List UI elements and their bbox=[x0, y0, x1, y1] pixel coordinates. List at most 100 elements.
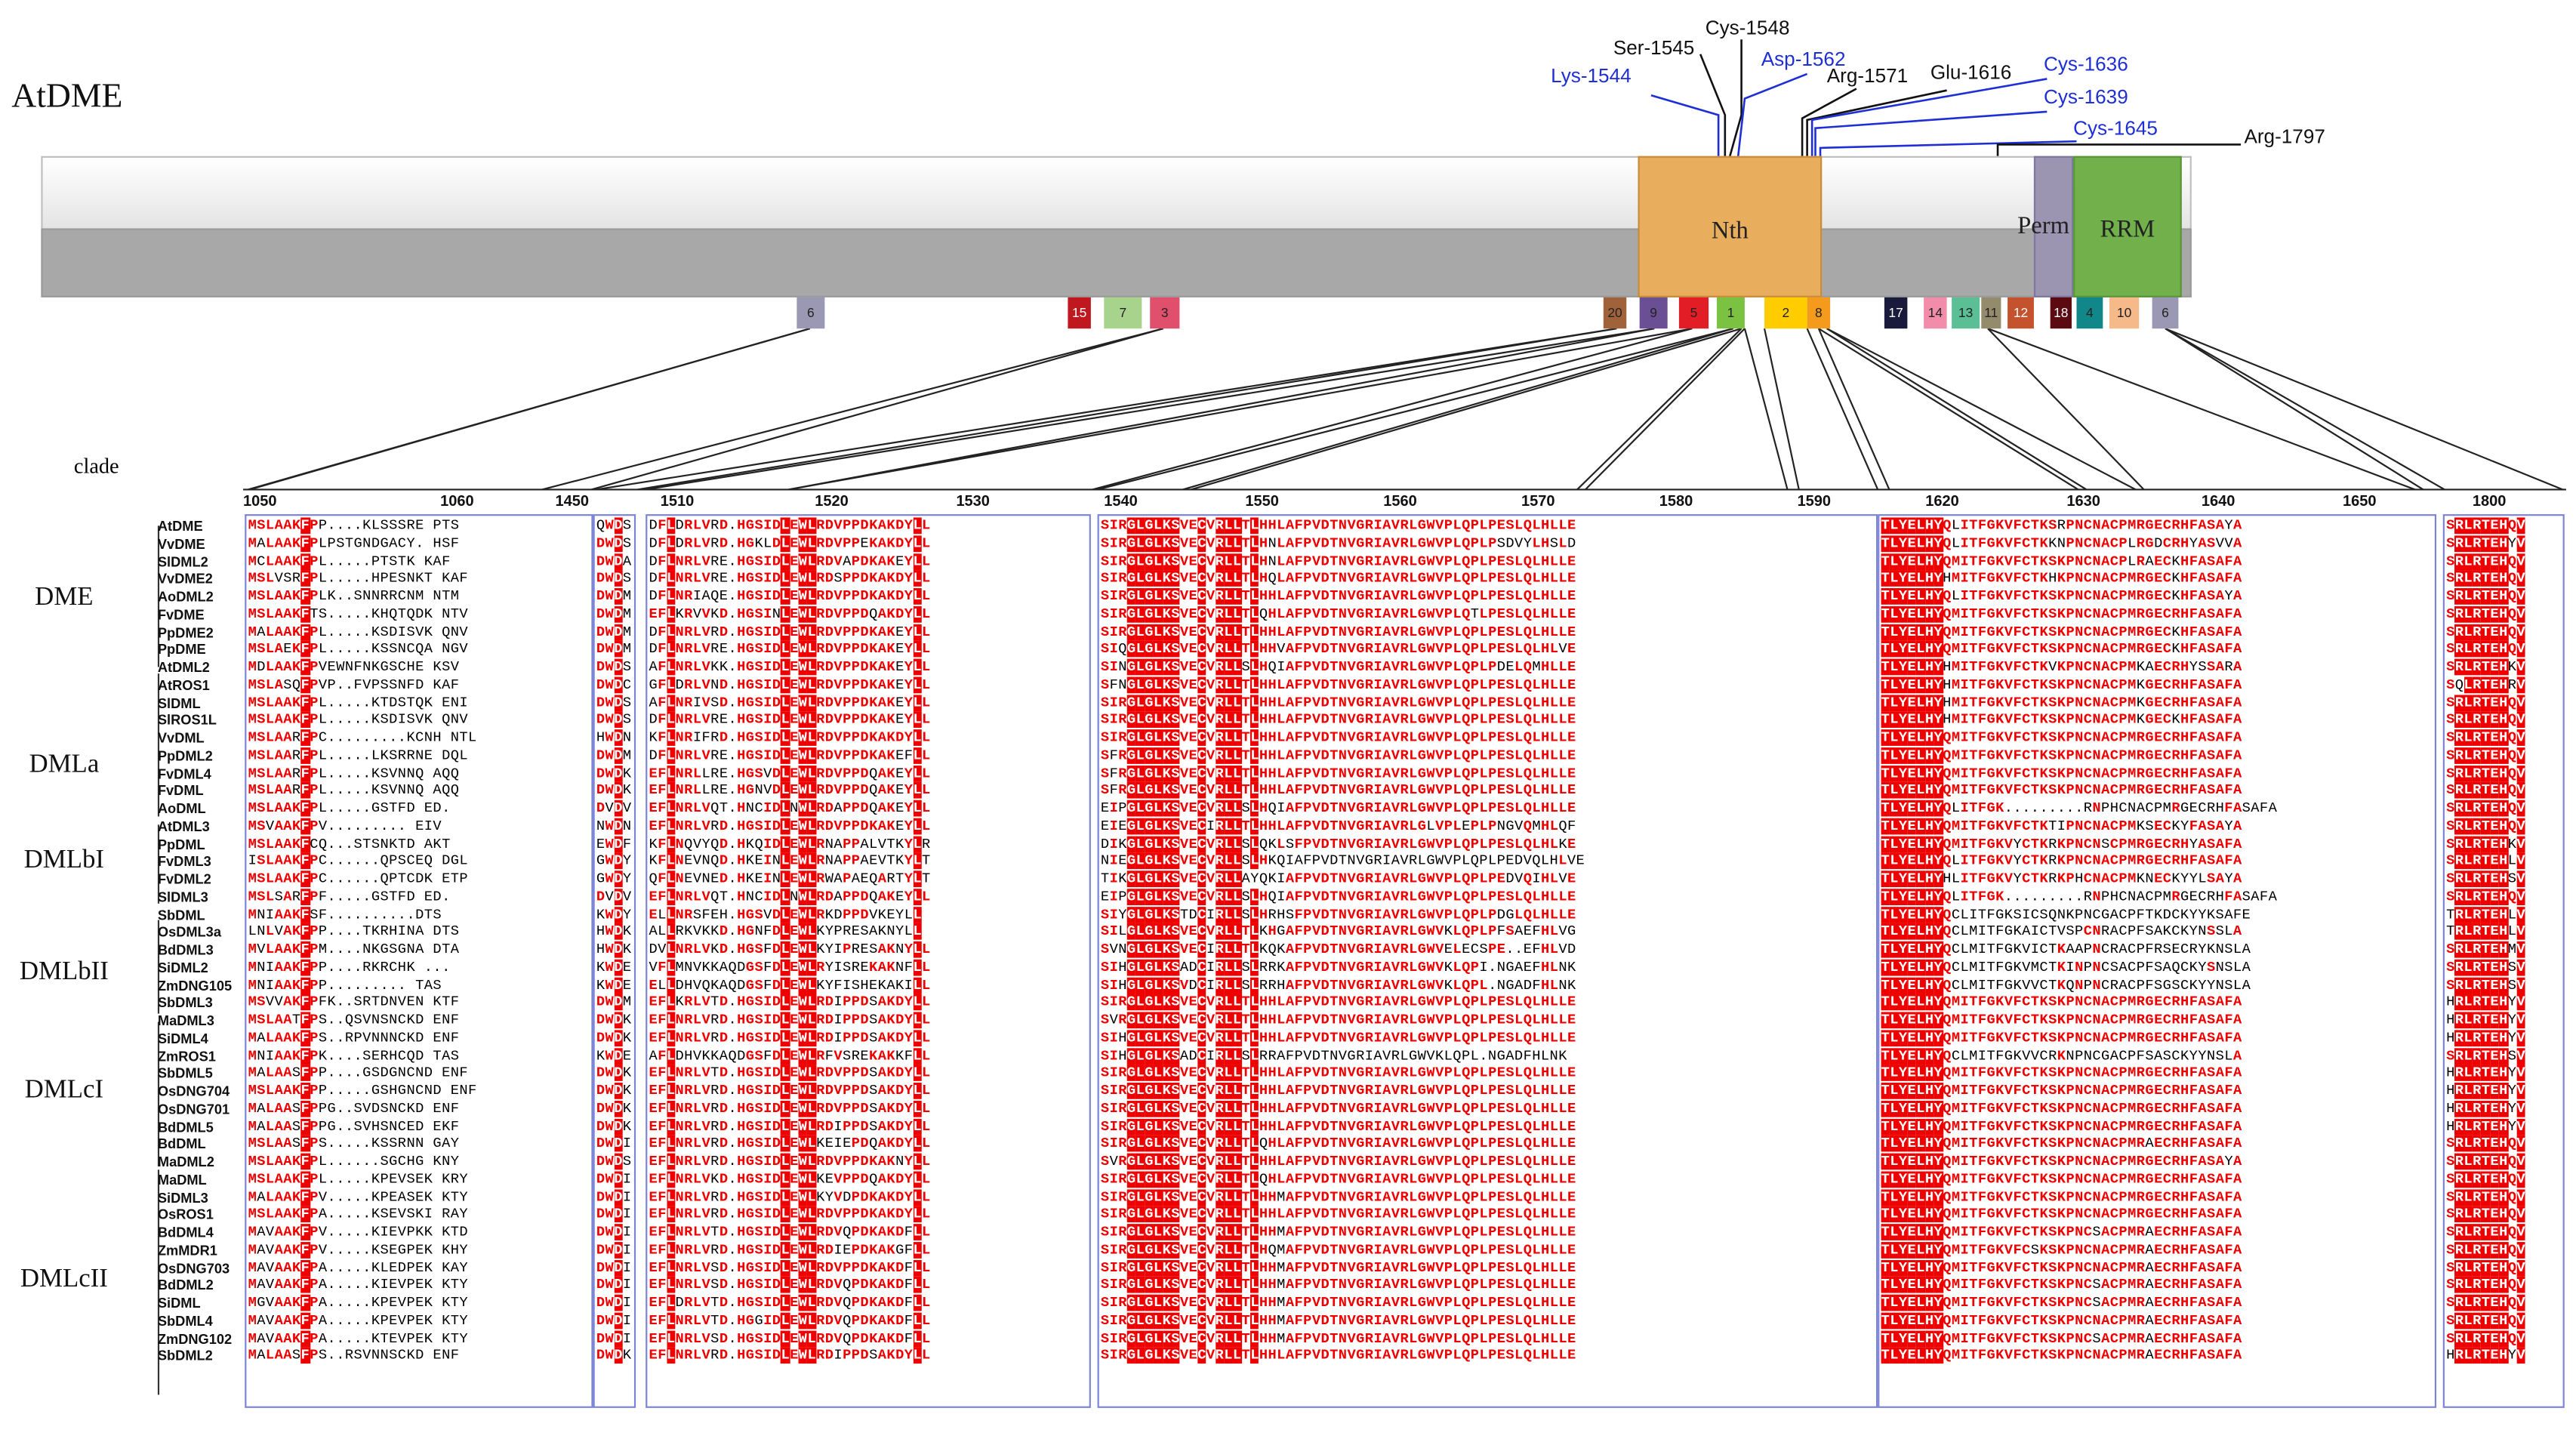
alignment-row: MSLAAKFPP.....GSHGNCND ENF bbox=[248, 1082, 477, 1099]
motif-box: 20 bbox=[1603, 297, 1627, 329]
alignment-row: SFNGLGLKSVECVRLLTLHHLAFPVDTNVGRIAVRLGWVP… bbox=[1100, 676, 1576, 693]
alignment-row: SIRGLGLKSVECVRLLTLHHMAFPVDTNVGRIAVRLGWVP… bbox=[1100, 1188, 1576, 1206]
motif-box: 9 bbox=[1639, 297, 1668, 329]
sequence-name: PpDME bbox=[157, 641, 206, 658]
sequence-name: MaDML bbox=[157, 1170, 207, 1188]
alignment-row: EFLNRLVQT.HNCIDLNWLRDAPPDQAKEYLL bbox=[649, 800, 931, 817]
alignment-row: EFLNRLVTD.HGSIDLEWLRDVQPDKAKDFLL bbox=[649, 1224, 931, 1240]
perm-label: Perm bbox=[2017, 213, 2070, 240]
alignment-row: EFLNRLVRD.HGSIDLEWLRDVPPDSAKDYLL bbox=[649, 1100, 931, 1117]
alignment-row: QFLNEVNED.HKEINLEWLRWAPAEQARTYLT bbox=[649, 870, 931, 888]
alignment-row: MSLAAKFPL......SGCHG KNY bbox=[248, 1153, 460, 1170]
alignment-row: TLYELHYQMITFGKVFCTKSKPNCNACPMRGECRHFASAF… bbox=[1881, 1117, 2242, 1135]
sequence-name: FvDML4 bbox=[157, 764, 211, 781]
sequence-name: PpDML bbox=[157, 835, 205, 852]
alignment-row: EWDF bbox=[596, 835, 632, 852]
alignment-row: SIRGLGLKSVECVRLLTLHHLAFPVDTNVGRIAVRLGWVP… bbox=[1100, 711, 1576, 729]
alignment-row: DFLDRLVRD.HGKLDLEWLRDVPPEKAKDYLL bbox=[649, 535, 931, 552]
alignment-row: TLYELHYQMITFGKVFCTKSKPNCNACPMRGECRHFASAY… bbox=[1881, 1153, 2242, 1170]
alignment-block-6 bbox=[2442, 514, 2565, 1408]
alignment-row: TLYELHYQMITFGKVFCTKSKPNCNACPMRAECRHFASAF… bbox=[1881, 1259, 2242, 1276]
motif-box: 6 bbox=[2152, 297, 2179, 329]
alignment-row: SIRGLGLKSVECVRLLTLHHMAFPVDTNVGRIAVRLGWVP… bbox=[1100, 1294, 1576, 1311]
annotation-line bbox=[1806, 89, 1947, 156]
alignment-row: SVNGLGLKSVECIRLLTLKQKAFPVDTNVGRIAVRLGWVE… bbox=[1100, 941, 1576, 958]
alignment-row: SRLRTEHQV bbox=[2446, 1312, 2526, 1329]
alignment-row: SRLRTEHSV bbox=[2446, 976, 2526, 994]
alignment-row: DVDV bbox=[596, 800, 632, 817]
alignment-row: TIKGLGLKSVECVRLLAYQKIAFPVDTNVGRIAVRLGWVP… bbox=[1100, 870, 1576, 888]
protein-bar-bottom bbox=[41, 228, 2192, 297]
alignment-row: HRLRTEHYV bbox=[2446, 1347, 2526, 1364]
alignment-row: AFLNRLVKK.HGSIDLEWLRDVPPDKAKEYLL bbox=[649, 658, 931, 676]
alignment-row: SINGLGLKSVECVRLLSLHQIAFPVDTNVGRIAVRLGWVP… bbox=[1100, 658, 1576, 676]
alignment-row: MSLAAKFPL.....KSDISVK QNV bbox=[248, 711, 469, 729]
alignment-row: DWDS bbox=[596, 658, 632, 676]
alignment-row: DWDI bbox=[596, 1224, 632, 1240]
site-label: Glu-1616 bbox=[1930, 60, 2012, 84]
position-number: 1060 bbox=[440, 492, 474, 510]
alignment-row: TLYELHYQLITFGK.........RNPHCNACPMRGECRHF… bbox=[1881, 888, 2278, 905]
alignment-row: SRLRTEHMV bbox=[2446, 941, 2526, 958]
protein-bar-top bbox=[41, 156, 2192, 229]
annotation-line bbox=[1191, 328, 1742, 491]
sequence-name: SbDML bbox=[157, 906, 205, 923]
alignment-row: DWDI bbox=[596, 1277, 632, 1294]
alignment-row: DWDI bbox=[596, 1170, 632, 1188]
alignment-row: SRLRTEHQV bbox=[2446, 1294, 2526, 1311]
alignment-row: SIRGLGLKSVECVRLLTLHHLAFPVDTNVGRIAVRLGWVP… bbox=[1100, 588, 1576, 605]
alignment-row: SRLRTEHQV bbox=[2446, 1206, 2526, 1223]
position-number: 1630 bbox=[2066, 492, 2100, 510]
alignment-block-3 bbox=[646, 514, 1091, 1408]
alignment-row: TLYELHYQMITFGKVFCTKSKPNCNACPLRAECKHFASAF… bbox=[1881, 553, 2242, 569]
sequence-name: BdDML bbox=[157, 1135, 206, 1152]
alignment-row: TLYELHYHMITFGKVFCTKVKPNCNACPMKAECRHYSSAR… bbox=[1881, 658, 2242, 676]
perm-domain bbox=[2033, 156, 2074, 297]
alignment-row: HRLRTEHYV bbox=[2446, 1100, 2526, 1117]
alignment-row: HRLRTEHYV bbox=[2446, 994, 2526, 1011]
alignment-row: DFLNRLVRE.HGSIDLEWLRDVPPDKAKEYLL bbox=[649, 711, 931, 729]
alignment-row: DWDI bbox=[596, 1241, 632, 1259]
clade-header: clade bbox=[73, 453, 119, 479]
annotation-line bbox=[591, 328, 1163, 491]
alignment-row: TLYELHYQCLMITFGKVVCRKNPNCGACPFSASCKYYNSL… bbox=[1881, 1047, 2242, 1064]
alignment-row: MSLAAKFTS.....KHQTQDK NTV bbox=[248, 605, 469, 623]
alignment-row: DWDK bbox=[596, 764, 632, 781]
annotation-line bbox=[249, 328, 811, 491]
alignment-row: EFLNRLVTD.HGGIDLEWLRDVQPDKAKDFLL bbox=[649, 1312, 931, 1329]
sequence-name: SiDML4 bbox=[157, 1029, 208, 1046]
alignment-row: DIKGLGLKSVECVRLLSLQKLSFPVDTNVGRIAVRLGWVP… bbox=[1100, 835, 1576, 852]
motif-box: 17 bbox=[1884, 297, 1908, 329]
alignment-row: DWDM bbox=[596, 588, 632, 605]
alignment-row: SRLRTEHKV bbox=[2446, 658, 2526, 676]
position-number: 1590 bbox=[1797, 492, 1832, 510]
alignment-row: TLYELHYQCLMITFGKVVCTKQNPNCRACPFSGSCKYYNS… bbox=[1881, 976, 2251, 994]
alignment-row: KFLNRIFRD.HGSIDLEWLRDVPPDKAKDYLL bbox=[649, 729, 931, 746]
alignment-row: TLYELHYQMITFGKVFCTKSKPNCNACPMRGECRHFASAF… bbox=[1881, 1206, 2242, 1223]
annotation-line bbox=[1729, 39, 1742, 157]
alignment-row: TLYELHYQMITFGKVFCTKSKPNCNACPMRGECRHFASAF… bbox=[1881, 1170, 2242, 1188]
sequence-name: SbDML2 bbox=[157, 1347, 213, 1364]
alignment-row: DWDK bbox=[596, 1012, 632, 1029]
annotation-line bbox=[1650, 94, 1720, 156]
alignment-block-5 bbox=[1878, 514, 2437, 1408]
annotation-line bbox=[1736, 72, 1808, 156]
alignment-row: HRLRTEHYV bbox=[2446, 1117, 2526, 1135]
sequence-name: AtROS1 bbox=[157, 676, 210, 693]
alignment-row: TLYELHYQMITFGKVFCTKSKPNCSACPMRAECRHFASAF… bbox=[1881, 1294, 2242, 1311]
annotation-line bbox=[646, 328, 1655, 491]
annotation-line bbox=[1743, 328, 1789, 490]
sequence-name: VvDME bbox=[157, 535, 205, 552]
annotation-line bbox=[1826, 328, 2137, 491]
motif-box: 8 bbox=[1807, 297, 1831, 329]
alignment-row: MNIAAKFSF..........DTS bbox=[248, 906, 442, 923]
motif-box: 11 bbox=[1981, 297, 2001, 329]
alignment-row: HRLRTEHYV bbox=[2446, 1065, 2526, 1082]
alignment-row: ELLNRSFEH.HGSVDLEWLRKDPPDVKEYLL bbox=[649, 906, 923, 923]
alignment-row: SIRGLGLKSVECVRLLTLQHLAFPVDTNVGRIAVRLGWVP… bbox=[1100, 1135, 1576, 1152]
alignment-row: SIRGLGLKSVECVRLLTLQHLAFPVDTNVGRIAVRLGWVP… bbox=[1100, 1170, 1576, 1188]
alignment-row: ISLAAKFPC......QPSCEQ DGL bbox=[248, 852, 469, 870]
alignment-row: SVRGLGLKSVECVRLLTLHHLAFPVDTNVGRIAVRLGWVP… bbox=[1100, 1012, 1576, 1029]
alignment-row: MALAASFPS..RSVNNSCKD ENF bbox=[248, 1347, 460, 1364]
